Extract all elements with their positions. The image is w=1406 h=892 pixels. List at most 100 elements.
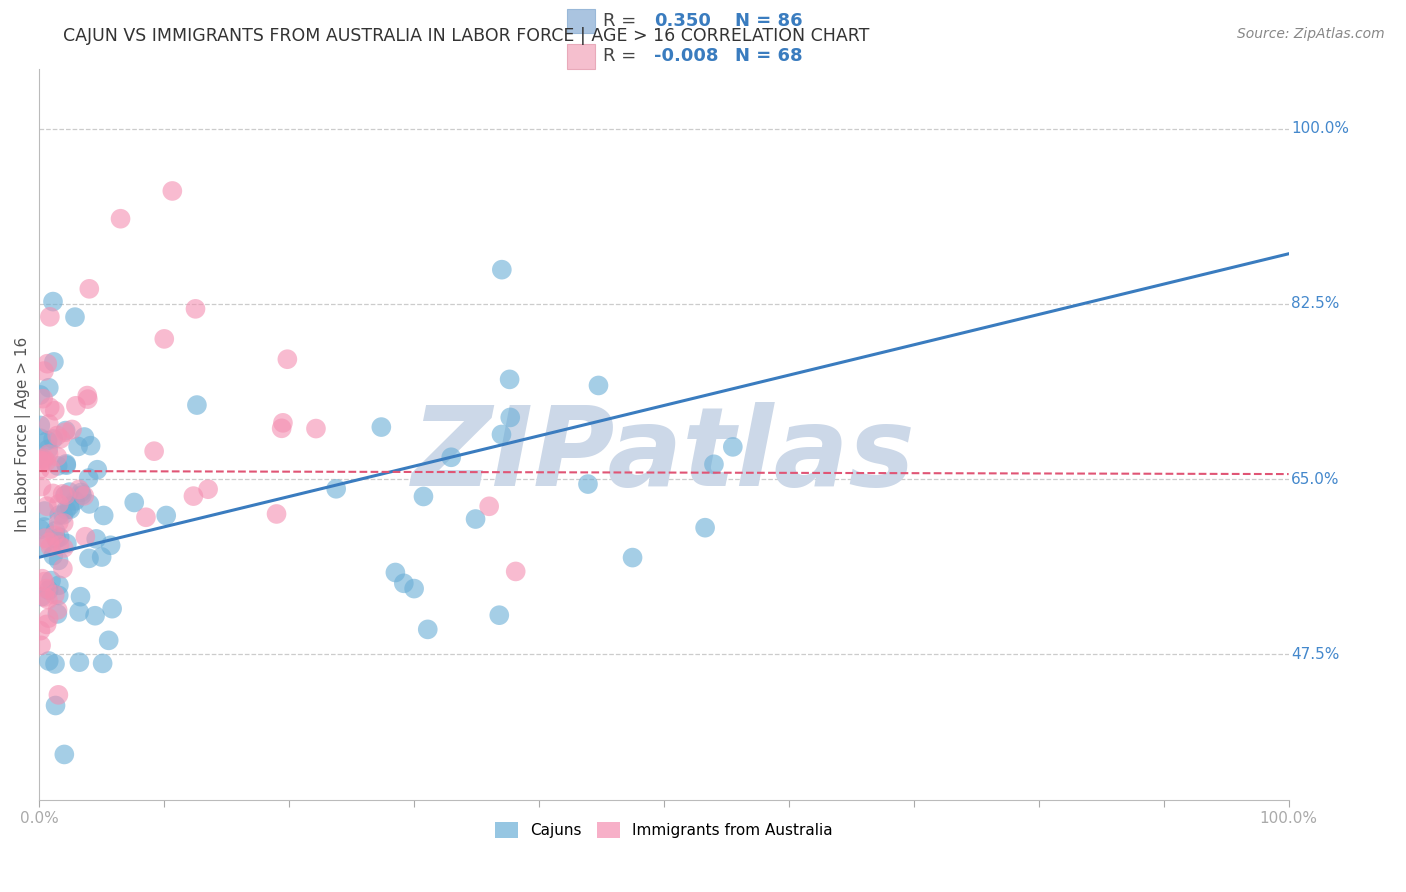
Text: N = 86: N = 86 [735,12,803,30]
Point [52,487,75,501]
Point [491,427,513,442]
Point [416,623,439,637]
Point [55,488,77,502]
Point [42,294,65,309]
Point [48,497,70,511]
Point [31,479,53,493]
Point [143,444,166,458]
Point [34,574,56,589]
Point [53,747,76,762]
Point [55,503,77,517]
Point [77,551,100,566]
Point [79,282,101,296]
Point [70,488,93,502]
Text: 0.350: 0.350 [654,12,710,30]
Point [58,485,80,500]
Point [184,301,207,316]
Point [75,530,97,544]
Point [67,483,90,497]
Point [84,608,107,623]
Point [35,454,58,468]
Point [70,485,93,500]
Point [79,439,101,453]
Point [32,520,55,534]
Legend: Cajuns, Immigrants from Australia: Cajuns, Immigrants from Australia [489,816,839,845]
FancyBboxPatch shape [567,45,595,69]
Point [37,434,59,448]
Point [69,590,91,604]
Point [48,516,70,530]
Point [44,403,66,417]
Point [122,495,145,509]
Point [48,508,70,522]
Point [30,450,52,465]
Point [38,583,60,598]
Point [370,420,392,434]
Point [30,523,52,537]
Point [695,521,717,535]
Point [38,381,60,395]
Point [42,355,65,369]
Point [38,401,60,415]
Point [46,450,69,464]
Point [65,399,87,413]
Point [67,655,90,669]
Point [48,530,70,544]
Point [39,574,62,588]
Point [76,392,98,406]
Point [48,589,70,603]
Text: R =: R = [603,47,637,65]
Point [77,471,100,485]
Text: -0.008: -0.008 [654,47,718,65]
Point [305,421,328,435]
Point [48,538,70,552]
Point [42,432,65,446]
Point [44,528,66,542]
Point [30,624,52,638]
Point [621,550,644,565]
Point [46,458,69,473]
Point [63,493,86,508]
Text: N = 68: N = 68 [735,47,803,65]
Point [101,601,124,615]
Point [90,549,112,564]
Point [42,486,65,500]
Point [32,451,55,466]
Point [52,561,75,575]
Point [31,590,53,604]
Point [440,450,463,465]
Point [67,439,90,453]
Point [37,447,59,461]
Point [488,608,510,623]
Point [38,417,60,431]
Point [44,657,66,671]
Point [37,592,59,607]
Point [52,541,75,555]
Point [478,500,501,514]
Point [270,421,292,435]
Point [38,310,60,324]
Y-axis label: In Labor Force | Age > 16: In Labor Force | Age > 16 [15,336,31,532]
Point [73,489,96,503]
Point [55,424,77,438]
Point [60,422,83,436]
Point [35,617,58,632]
Point [162,184,184,198]
Point [34,531,56,545]
Point [384,566,406,580]
Point [32,364,55,378]
Text: 82.5%: 82.5% [1291,296,1340,311]
Point [30,431,52,445]
Point [56,536,79,550]
Text: R =: R = [603,12,637,30]
Point [52,508,75,522]
Point [38,611,60,625]
Point [38,654,60,668]
Text: CAJUN VS IMMIGRANTS FROM AUSTRALIA IN LABOR FORCE | AGE > 16 CORRELATION CHART: CAJUN VS IMMIGRANTS FROM AUSTRALIA IN LA… [63,27,870,45]
Point [135,510,157,524]
Text: 65.0%: 65.0% [1291,472,1340,486]
Point [34,504,56,518]
Point [38,535,60,549]
Point [32,454,55,468]
FancyBboxPatch shape [567,9,595,33]
